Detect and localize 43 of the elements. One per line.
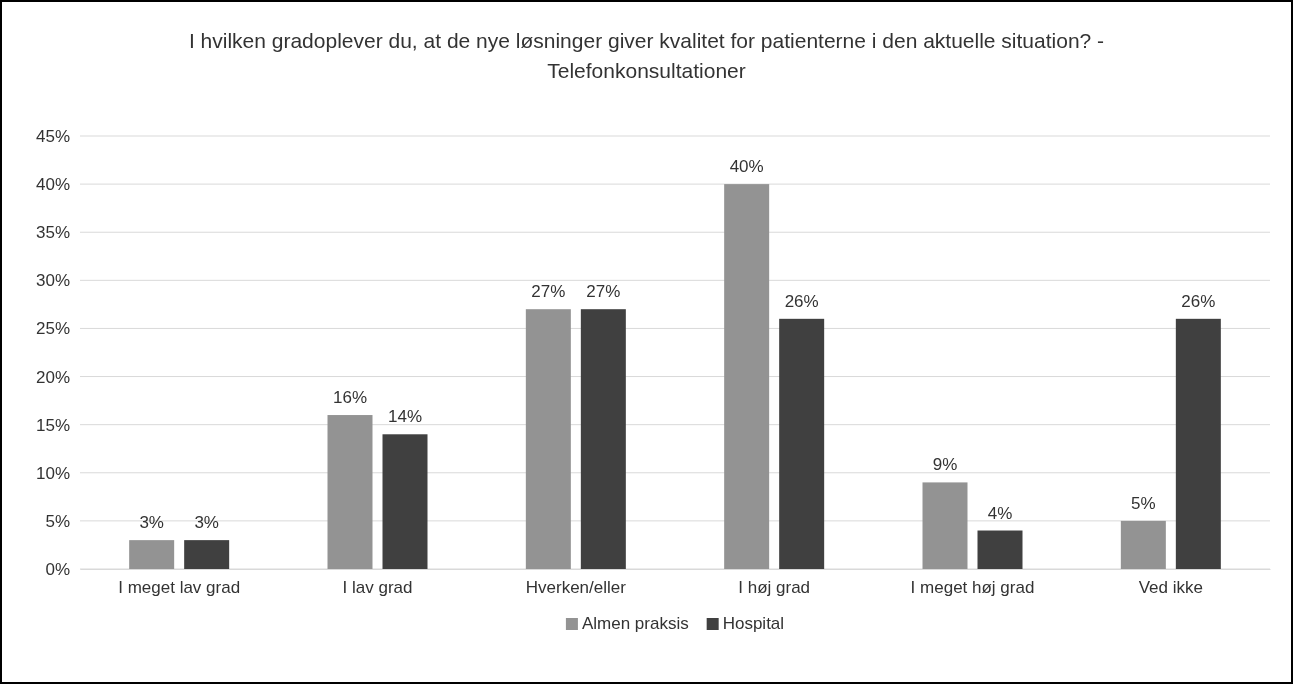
bar xyxy=(724,184,770,569)
y-tick-label: 40% xyxy=(35,175,70,195)
x-tick-label: I lav grad xyxy=(342,578,413,598)
chart-title: I hvilken gradoplever du, at de nye løsninger giver kvalitet for patienterne i den aktuelle situation? - Telefonkonsultationer xyxy=(188,29,1105,82)
y-tick-label: 20% xyxy=(35,367,70,387)
data-label: 5% xyxy=(1131,493,1156,513)
legend-label: Almen praksis xyxy=(581,614,689,633)
bar xyxy=(184,540,230,569)
bar xyxy=(1120,520,1166,569)
bar xyxy=(327,415,373,569)
data-label: 4% xyxy=(987,503,1013,523)
data-label: 3% xyxy=(139,513,164,533)
y-tick-label: 15% xyxy=(35,415,70,435)
data-label: 27% xyxy=(531,282,566,302)
x-tick-label: Hverken/eller xyxy=(525,578,627,598)
y-tick-label: 30% xyxy=(35,271,70,291)
x-tick-label: Ved ikke xyxy=(1138,578,1203,598)
bar xyxy=(977,530,1023,569)
data-label: 27% xyxy=(586,282,621,302)
y-tick-label: 5% xyxy=(45,511,70,531)
legend-label: Hospital xyxy=(722,614,785,633)
y-tick-label: 10% xyxy=(35,463,70,483)
data-label: 9% xyxy=(932,455,958,475)
x-tick-label: I meget lav grad xyxy=(118,578,241,598)
y-tick-label: 45% xyxy=(35,126,70,146)
y-tick-label: 0% xyxy=(45,559,70,579)
data-label: 14% xyxy=(387,407,423,427)
data-label: 40% xyxy=(729,157,764,177)
y-tick-label: 35% xyxy=(35,223,70,243)
y-tick-label: 25% xyxy=(35,319,70,339)
bar xyxy=(525,309,571,569)
data-label: 3% xyxy=(194,513,219,533)
bar xyxy=(922,482,968,569)
bar xyxy=(1175,318,1221,569)
bar xyxy=(580,309,626,569)
bar xyxy=(382,434,428,569)
data-label: 26% xyxy=(784,291,819,311)
bar xyxy=(129,540,175,569)
bar xyxy=(779,318,825,569)
x-tick-label: I høj grad xyxy=(738,578,811,598)
data-label: 26% xyxy=(1181,291,1216,311)
x-tick-label: I meget høj grad xyxy=(910,578,1035,598)
data-label: 16% xyxy=(332,388,368,408)
